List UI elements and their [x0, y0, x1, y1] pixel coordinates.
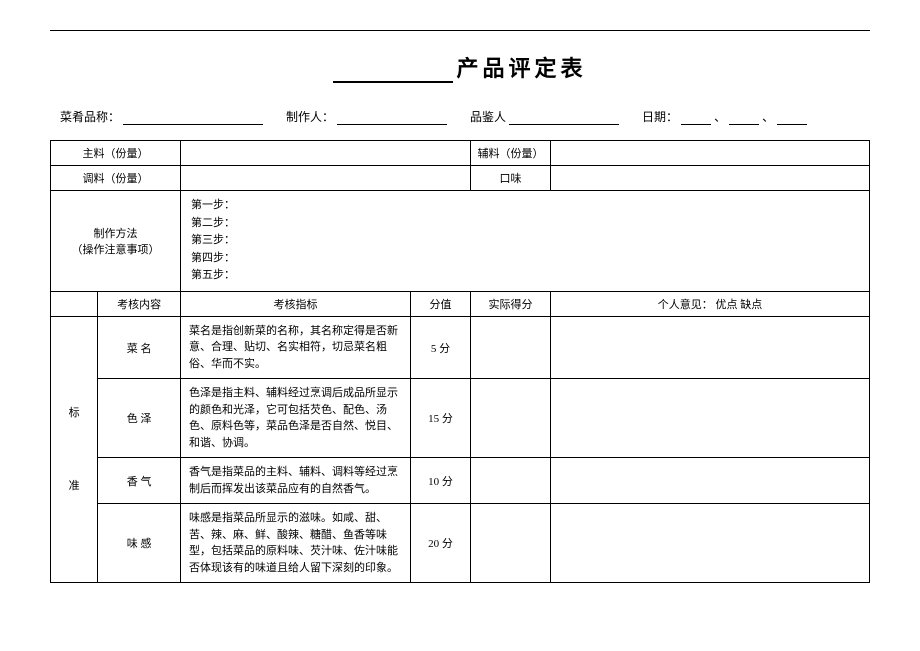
- blank-corner: [51, 291, 98, 316]
- page-title: 产品评定表: [456, 56, 586, 81]
- method-label-1: 制作方法: [57, 225, 174, 241]
- date-y[interactable]: [681, 111, 711, 125]
- dish-name-field: 菜肴品称：: [60, 108, 263, 125]
- seasoning-cell[interactable]: [181, 166, 471, 191]
- opinion-cell[interactable]: [551, 379, 870, 458]
- taster-input[interactable]: [509, 111, 619, 125]
- table-row: 制作方法 （操作注意事项） 第一步： 第二步： 第三步： 第四步： 第五步：: [51, 191, 870, 292]
- score-header: 分值: [411, 291, 471, 316]
- taster-field: 品鉴人: [470, 108, 619, 125]
- criteria-name: 菜 名: [98, 316, 181, 379]
- criteria-row: 标 准 菜 名 菜名是指创新菜的名称，其名称定得是否新意、合理、贴切、名实相符，…: [51, 316, 870, 379]
- criteria-desc: 色泽是指主料、辅料经过烹调后成品所显示的颜色和光泽，它可包括芡色、配色、汤色、原…: [181, 379, 411, 458]
- opinion-header: 个人意见： 优点 缺点: [551, 291, 870, 316]
- criteria-header-row: 考核内容 考核指标 分值 实际得分 个人意见： 优点 缺点: [51, 291, 870, 316]
- maker-input[interactable]: [337, 111, 447, 125]
- title-blank[interactable]: [333, 61, 453, 83]
- step-5: 第五步：: [191, 267, 859, 285]
- criteria-row: 香 气 香气是指菜品的主料、辅料、调料等经过烹制后而挥发出该菜品应有的自然香气。…: [51, 458, 870, 504]
- page-top-rule: [50, 30, 870, 31]
- criteria-score: 15 分: [411, 379, 471, 458]
- maker-label: 制作人：: [286, 110, 334, 124]
- method-label-cell: 制作方法 （操作注意事项）: [51, 191, 181, 292]
- content-header: 考核内容: [98, 291, 181, 316]
- criteria-row: 味 感 味感是指菜品所显示的滋味。如咸、甜、苦、辣、麻、鲜、酸辣、糖醋、鱼香等味…: [51, 504, 870, 583]
- date-field: 日期： 、 、: [642, 108, 807, 125]
- standard-char-2: 准: [57, 470, 91, 503]
- evaluation-table: 主料（份量） 辅料（份量） 调料（份量） 口味 制作方法 （操作注意事项） 第一…: [50, 140, 870, 583]
- dish-name-label: 菜肴品称：: [60, 110, 120, 124]
- flavor-cell[interactable]: [551, 166, 870, 191]
- date-d[interactable]: [777, 111, 807, 125]
- date-sep-1: 、: [714, 110, 726, 124]
- actual-score-cell[interactable]: [471, 316, 551, 379]
- aux-ingredient-cell[interactable]: [551, 141, 870, 166]
- criteria-name: 味 感: [98, 504, 181, 583]
- criteria-score: 10 分: [411, 458, 471, 504]
- info-row: 菜肴品称： 制作人： 品鉴人 日期： 、 、: [50, 108, 870, 125]
- table-row: 主料（份量） 辅料（份量）: [51, 141, 870, 166]
- method-label-2: （操作注意事项）: [57, 241, 174, 257]
- standard-label: 标 准: [51, 316, 98, 583]
- step-2: 第二步：: [191, 215, 859, 233]
- method-steps-cell[interactable]: 第一步： 第二步： 第三步： 第四步： 第五步：: [181, 191, 870, 292]
- opinion-cell[interactable]: [551, 458, 870, 504]
- aux-ingredient-label: 辅料（份量）: [471, 141, 551, 166]
- step-4: 第四步：: [191, 250, 859, 268]
- criteria-desc: 味感是指菜品所显示的滋味。如咸、甜、苦、辣、麻、鲜、酸辣、糖醋、鱼香等味型，包括…: [181, 504, 411, 583]
- dish-name-input[interactable]: [123, 111, 263, 125]
- main-ingredient-label: 主料（份量）: [51, 141, 181, 166]
- criteria-name: 色 泽: [98, 379, 181, 458]
- taster-label: 品鉴人: [470, 110, 506, 124]
- actual-score-cell[interactable]: [471, 504, 551, 583]
- step-1: 第一步：: [191, 197, 859, 215]
- step-3: 第三步：: [191, 232, 859, 250]
- opinion-cell[interactable]: [551, 316, 870, 379]
- title-row: 产品评定表: [50, 51, 870, 83]
- criteria-score: 5 分: [411, 316, 471, 379]
- criteria-desc: 香气是指菜品的主料、辅料、调料等经过烹制后而挥发出该菜品应有的自然香气。: [181, 458, 411, 504]
- flavor-label: 口味: [471, 166, 551, 191]
- date-label: 日期：: [642, 110, 678, 124]
- actual-score-cell[interactable]: [471, 458, 551, 504]
- criteria-row: 色 泽 色泽是指主料、辅料经过烹调后成品所显示的颜色和光泽，它可包括芡色、配色、…: [51, 379, 870, 458]
- criteria-name: 香 气: [98, 458, 181, 504]
- criteria-score: 20 分: [411, 504, 471, 583]
- maker-field: 制作人：: [286, 108, 447, 125]
- actual-header: 实际得分: [471, 291, 551, 316]
- criteria-desc: 菜名是指创新菜的名称，其名称定得是否新意、合理、贴切、名实相符，切忌菜名粗俗、华…: [181, 316, 411, 379]
- opinion-cell[interactable]: [551, 504, 870, 583]
- actual-score-cell[interactable]: [471, 379, 551, 458]
- main-ingredient-cell[interactable]: [181, 141, 471, 166]
- date-m[interactable]: [729, 111, 759, 125]
- date-sep-2: 、: [762, 110, 774, 124]
- indicator-header: 考核指标: [181, 291, 411, 316]
- table-row: 调料（份量） 口味: [51, 166, 870, 191]
- seasoning-label: 调料（份量）: [51, 166, 181, 191]
- standard-char-1: 标: [57, 397, 91, 430]
